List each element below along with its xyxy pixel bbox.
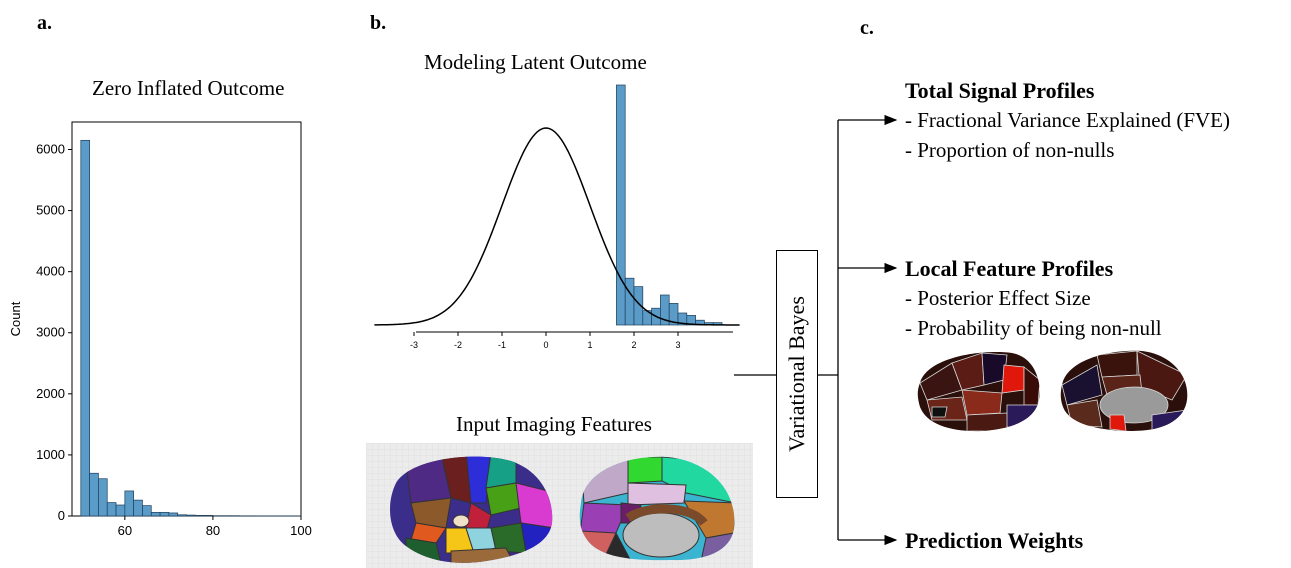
y-tick-label: 1000	[36, 447, 65, 462]
x-tick-label: 80	[206, 523, 220, 538]
output-heading-local-feature: Local Feature Profiles	[905, 256, 1114, 281]
variational-bayes-box: Variational Bayes	[776, 250, 818, 498]
variational-bayes-label: Variational Bayes	[784, 296, 809, 452]
y-tick-label: 0	[58, 508, 65, 523]
output-heading-total-signal: Total Signal Profiles	[905, 78, 1095, 103]
y-tick-label: 4000	[36, 264, 65, 279]
latent-outcome-chart: -3 -2 -1 0 1 2 3	[374, 84, 740, 350]
latent-bar	[633, 286, 644, 326]
output-item-proportion-nonnulls: - Proportion of non-nulls	[905, 138, 1115, 162]
histogram-bar	[142, 505, 152, 517]
latent-x-tick-label: 3	[675, 340, 680, 350]
latent-bar	[616, 84, 626, 326]
histogram-bar	[80, 139, 90, 517]
x-tick-label: 60	[118, 523, 132, 538]
effect-size-brain-figure	[917, 350, 1188, 432]
panel-label-c: c.	[860, 17, 874, 39]
histogram-title: Zero Inflated Outcome	[92, 76, 285, 100]
latent-x-tick-label: 2	[631, 340, 636, 350]
y-tick-label: 2000	[36, 386, 65, 401]
normal-density-curve	[374, 127, 740, 326]
latent-x-tick-label: 1	[587, 340, 592, 350]
output-item-posterior-effect: - Posterior Effect Size	[905, 286, 1091, 310]
output-heading-prediction-weights: Prediction Weights	[905, 528, 1084, 553]
panel-label-a: a.	[37, 12, 52, 34]
latent-x-tick-label: -1	[498, 340, 506, 350]
x-tick-label: 100	[290, 523, 312, 538]
y-tick-label: 6000	[36, 141, 65, 156]
panel-label-b: b.	[370, 12, 387, 34]
output-item-probability-nonnull: - Probability of being non-null	[905, 316, 1162, 340]
output-item-fve: - Fractional Variance Explained (FVE)	[905, 108, 1230, 132]
histogram-bar	[98, 478, 108, 517]
imaging-features-title: Input Imaging Features	[456, 412, 652, 436]
y-tick-label: 5000	[36, 203, 65, 218]
y-tick-label: 3000	[36, 325, 65, 340]
latent-x-tick-label: -2	[454, 340, 462, 350]
histogram-chart: 0 1000 2000 3000 4000 5000 6000 60 80 100 Count	[8, 121, 312, 538]
latent-outcome-title: Modeling Latent Outcome	[424, 50, 647, 74]
y-axis-label: Count	[8, 301, 23, 336]
latent-x-tick-label: 0	[543, 340, 548, 350]
parcellation-brain-figure	[366, 443, 753, 568]
latent-x-tick-label: -3	[410, 340, 418, 350]
